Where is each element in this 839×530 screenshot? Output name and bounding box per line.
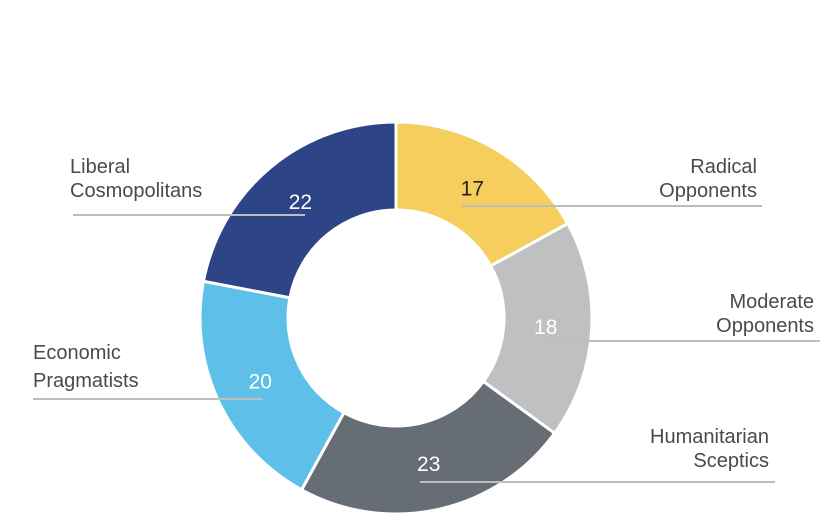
value-label-moderate-opponents: 18 [534,316,557,339]
category-label-radical-opponents: Radical Opponents [659,156,757,202]
slice-liberal-cosmopolitans [201,120,398,300]
category-label-line: Sceptics [693,450,769,472]
category-label-line: Economic [33,342,121,364]
category-label-liberal-cosmopolitans: Liberal Cosmopolitans [70,156,202,202]
chart-slices [198,120,594,516]
category-label-line: Cosmopolitans [70,180,202,202]
chart-leader-lines [33,205,820,483]
category-label-economic-pragmatists: Economic Pragmatists [33,342,139,392]
value-label-radical-opponents: 17 [461,177,484,200]
value-label-economic-pragmatists: 20 [249,370,272,393]
slice-moderate-opponents [481,221,594,436]
value-label-humanitarian-sceptics: 23 [417,453,440,476]
category-label-line: Liberal [70,156,130,178]
category-label-line: Opponents [716,315,814,337]
chart-value-labels: 17 18 23 20 22 [249,177,558,475]
category-label-line: Moderate [730,291,815,313]
category-label-line: Radical [690,156,757,178]
value-label-liberal-cosmopolitans: 22 [289,191,312,214]
category-label-line: Pragmatists [33,370,139,392]
category-label-moderate-opponents: Moderate Opponents [716,291,814,337]
category-label-line: Humanitarian [650,426,769,448]
slice-humanitarian-sceptics [299,379,557,516]
category-label-line: Opponents [659,180,757,202]
category-label-humanitarian-sceptics: Humanitarian Sceptics [650,426,769,472]
slice-economic-pragmatists [198,279,347,492]
